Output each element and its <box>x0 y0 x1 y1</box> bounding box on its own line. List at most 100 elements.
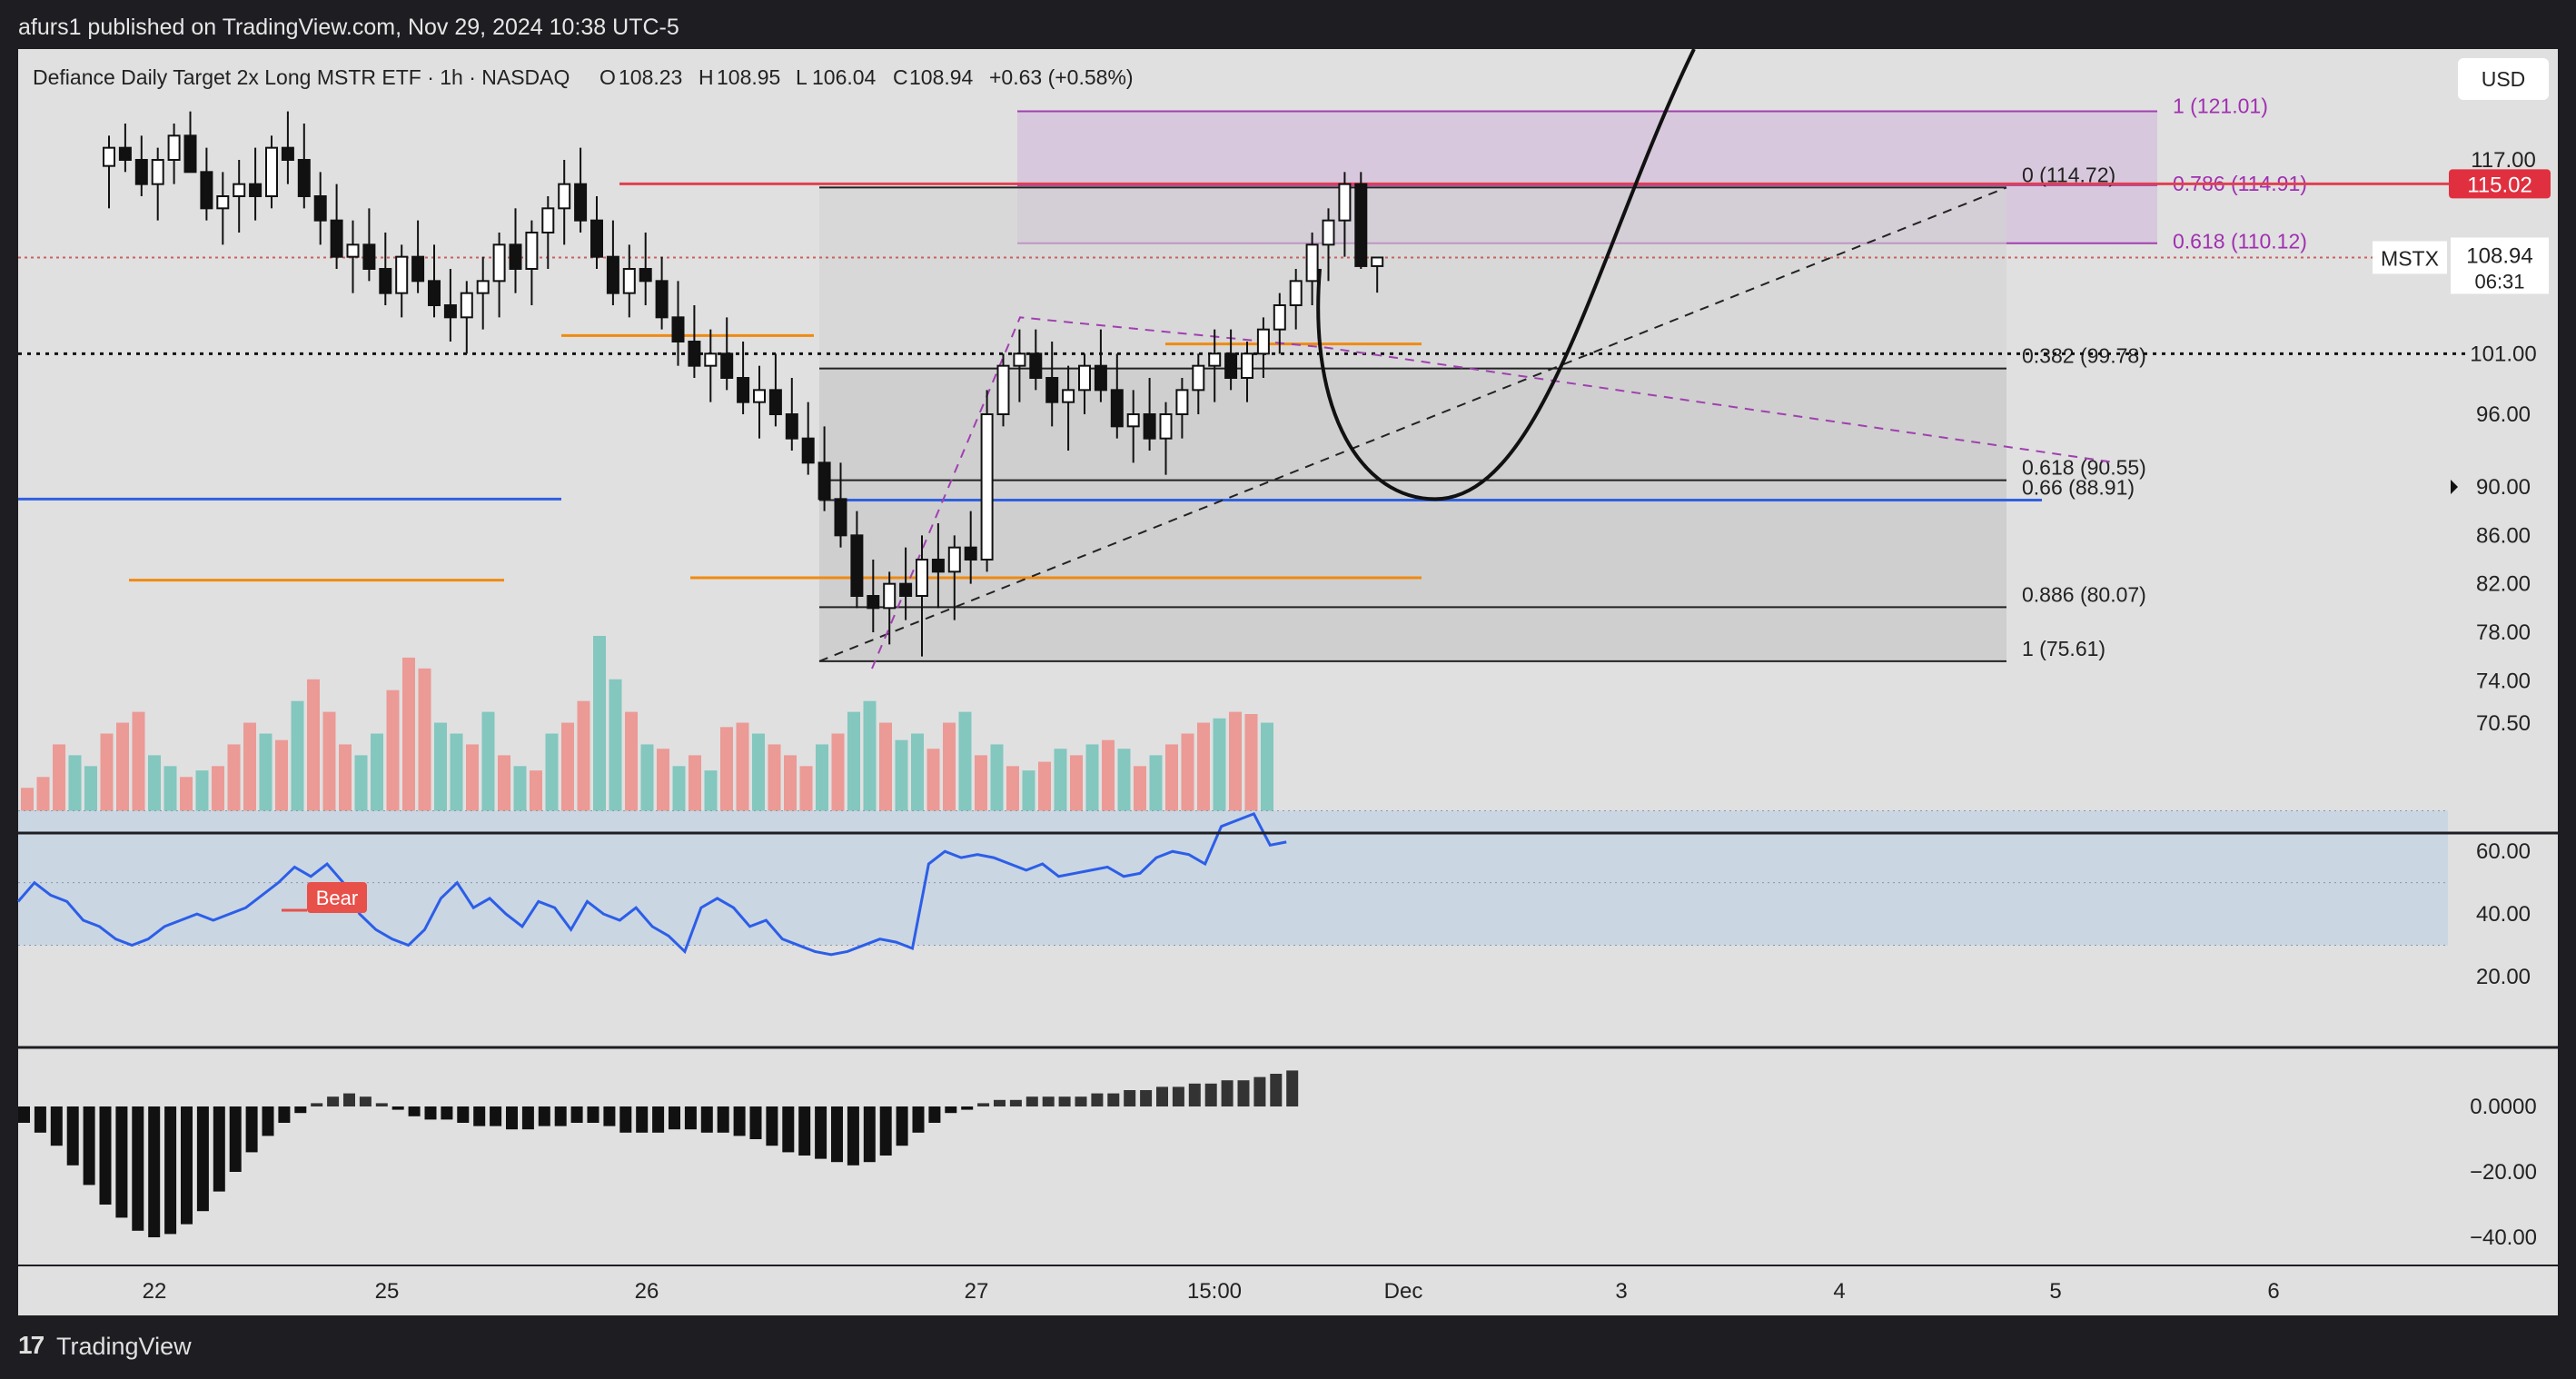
macd-bar <box>229 1106 242 1172</box>
volume-bar <box>291 700 304 831</box>
candle-body <box>753 389 766 403</box>
candle-body <box>200 171 213 210</box>
macd-bar <box>928 1106 941 1123</box>
countdown-value: 06:31 <box>2474 270 2524 293</box>
macd-bar <box>99 1106 112 1205</box>
rsi-axis-label: 60.00 <box>2476 839 2531 864</box>
candle-body <box>655 280 669 319</box>
time-axis-label: 4 <box>1833 1279 1845 1304</box>
macd-bar <box>554 1106 567 1126</box>
currency-button[interactable]: USD <box>2458 58 2549 100</box>
volume-bar <box>720 727 733 831</box>
currency-button-bg[interactable] <box>2458 58 2549 100</box>
volume-bar <box>768 744 781 831</box>
macd-bar <box>847 1106 859 1166</box>
candle-body <box>704 352 718 367</box>
ohlc-high-label: H <box>698 65 714 89</box>
time-axis-label: 27 <box>965 1279 989 1304</box>
candle-body <box>1192 364 1205 392</box>
ohlc-low: 106.04 <box>812 65 877 89</box>
macd-bar <box>1221 1080 1234 1106</box>
macd-bar <box>245 1106 258 1153</box>
macd-bar <box>879 1106 892 1156</box>
candle-body <box>509 243 522 271</box>
volume-bar <box>243 722 256 831</box>
macd-bar <box>749 1106 762 1139</box>
fib-level-label: 1 (75.61) <box>2022 637 2105 660</box>
price-axis-label: 90.00 <box>2476 475 2531 500</box>
price-axis-label: 117.00 <box>2471 148 2536 173</box>
candle-body <box>476 280 490 294</box>
candle-body <box>947 546 961 573</box>
candle-body <box>931 559 945 573</box>
macd-bar <box>196 1106 209 1212</box>
currency-label[interactable]: USD <box>2482 67 2526 91</box>
time-axis-label: 15:00 <box>1187 1279 1242 1304</box>
volume-bar <box>625 711 638 831</box>
macd-bar <box>603 1106 616 1126</box>
volume-bar <box>466 744 479 831</box>
macd-bar <box>1286 1070 1299 1106</box>
publisher-text: afurs1 published on TradingView.com, Nov… <box>18 15 679 40</box>
candle-body <box>103 146 115 167</box>
axes: 117.00 101.00 96.00 90.00 86.00 82.00 78.00 74.… <box>18 148 2558 1304</box>
volume-bar <box>275 739 288 831</box>
candle-body <box>768 389 782 416</box>
candle-body <box>639 268 652 283</box>
candle-body <box>899 582 913 598</box>
candle-body <box>850 534 864 597</box>
macd-axis-label: 0.0000 <box>2470 1095 2536 1119</box>
overlay: Defiance Daily Target 2x Long MSTR ETF ·… <box>33 58 2549 100</box>
macd-bar <box>311 1103 323 1106</box>
candle-body <box>428 280 441 307</box>
tradingview-logo-icon[interactable]: 17 <box>18 1331 45 1359</box>
macd-bar <box>506 1106 518 1130</box>
fib-extension-label: 0.618 (110.12) <box>2173 230 2307 253</box>
candle-body <box>1175 389 1189 416</box>
time-axis-label: Dec <box>1384 1279 1423 1304</box>
macd-bar <box>50 1106 63 1146</box>
candle-body <box>362 243 376 271</box>
last-price-value: 108.94 <box>2466 243 2532 268</box>
candle-body <box>737 377 750 403</box>
volume-bar <box>847 711 860 831</box>
footer: 17 TradingView <box>0 1315 2576 1379</box>
rsi-band <box>18 810 2448 946</box>
volume-bar <box>402 657 415 831</box>
candle-body <box>183 134 197 174</box>
macd-bar <box>1091 1093 1104 1106</box>
volume-bar <box>1213 718 1226 831</box>
candle-body <box>817 461 831 501</box>
price-axis-label: 96.00 <box>2476 402 2531 427</box>
candle-body <box>1241 352 1253 380</box>
macd-bar <box>1009 1099 1022 1106</box>
candle-body <box>379 268 392 294</box>
macd-bar <box>1075 1096 1087 1106</box>
chart[interactable]: 1 (121.01)0.786 (114.91)0.618 (110.12)0 … <box>0 0 2576 1315</box>
volume-bar <box>53 744 65 831</box>
volume-bar <box>657 749 669 831</box>
brand-name[interactable]: TradingView <box>56 1333 192 1360</box>
ticker-label: MSTX <box>2381 246 2439 270</box>
candle-body <box>330 219 343 258</box>
volume-bar <box>322 711 336 831</box>
candle-body <box>1338 183 1352 222</box>
price-axis-label: 82.00 <box>2476 572 2531 597</box>
candle-body <box>590 219 603 258</box>
volume-bar <box>1181 733 1194 831</box>
ticker-tag <box>2373 241 2447 274</box>
volume-bar <box>1261 722 1273 831</box>
volume-bar <box>116 722 129 831</box>
macd-bar <box>148 1106 161 1237</box>
ohlc-open: 108.23 <box>619 65 682 89</box>
time-axis-label: 6 <box>2267 1279 2279 1304</box>
macd-bar <box>717 1106 729 1133</box>
candle-body <box>395 255 409 294</box>
candle-body <box>1045 377 1059 403</box>
fib-trend-line <box>818 186 2007 662</box>
time-axis-label: 3 <box>1615 1279 1627 1304</box>
volume-bar <box>831 733 845 831</box>
macd-bar <box>473 1106 486 1126</box>
price-axis-label: 70.50 <box>2476 711 2531 736</box>
volume-bar <box>911 733 924 831</box>
